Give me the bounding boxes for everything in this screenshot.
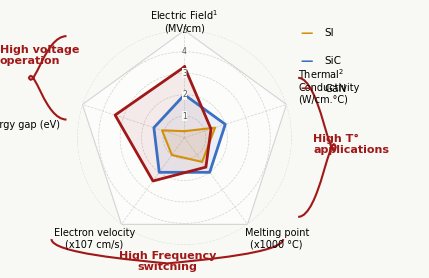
Text: 3: 3 <box>182 69 187 78</box>
Text: GaN: GaN <box>324 84 346 94</box>
Text: Electric Field$^1$
(MV/cm): Electric Field$^1$ (MV/cm) <box>151 8 218 34</box>
Text: High voltage
operation: High voltage operation <box>0 45 79 66</box>
Polygon shape <box>154 95 225 172</box>
Text: —: — <box>300 27 313 40</box>
Text: High T°
applications: High T° applications <box>313 134 389 155</box>
Text: 5: 5 <box>182 26 187 35</box>
Text: Energy gap (eV): Energy gap (eV) <box>0 120 60 130</box>
Text: Melting point
(x1000 °C): Melting point (x1000 °C) <box>245 228 309 250</box>
Text: Electron velocity
(x107 cm/s): Electron velocity (x107 cm/s) <box>54 228 135 250</box>
Text: SiC: SiC <box>324 56 341 66</box>
Text: —: — <box>300 83 313 95</box>
Text: 2: 2 <box>182 90 187 99</box>
Text: Thermal$^2$
Conductivity
(W/cm.°C): Thermal$^2$ Conductivity (W/cm.°C) <box>298 68 360 105</box>
Text: SI: SI <box>324 28 333 38</box>
Polygon shape <box>115 67 211 181</box>
Text: 4: 4 <box>182 47 187 56</box>
Polygon shape <box>82 30 287 224</box>
Text: —: — <box>300 55 313 68</box>
Text: 1: 1 <box>182 112 187 121</box>
Polygon shape <box>162 128 215 162</box>
Text: High Frequency
switching: High Frequency switching <box>119 251 216 272</box>
